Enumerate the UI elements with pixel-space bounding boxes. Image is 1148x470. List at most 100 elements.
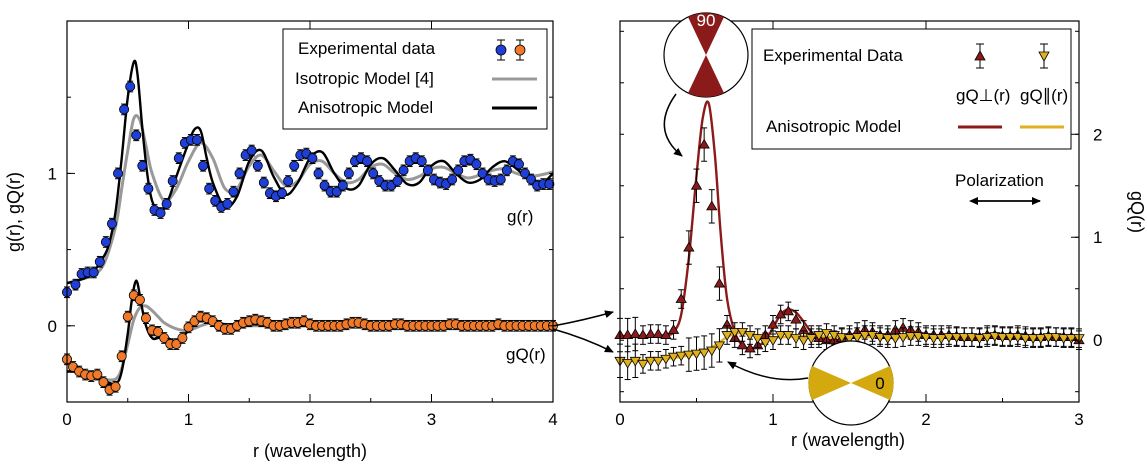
bowtie-0-left-lobe — [808, 366, 851, 400]
data-point — [782, 301, 794, 322]
data-point — [356, 152, 367, 164]
data-point — [398, 164, 409, 177]
data-point — [447, 173, 458, 186]
right-y-axis-title: gQ(r) — [1127, 191, 1147, 233]
data-point — [520, 167, 531, 180]
data-point — [1012, 327, 1024, 347]
data-point — [319, 179, 330, 192]
data-point — [690, 336, 703, 371]
data-point — [304, 318, 315, 331]
data-point — [767, 330, 779, 350]
y-tick-label: 1 — [48, 164, 57, 183]
data-point — [131, 129, 142, 142]
legend-experimental: Experimental data — [298, 39, 436, 58]
data-point — [683, 230, 695, 265]
right-chart: 0 1 2 3 0 1 2 r (wavelength) gQ(r) Experimenta… — [614, 11, 1147, 450]
data-point — [744, 338, 756, 359]
data-point — [989, 326, 1001, 346]
data-point — [774, 304, 787, 325]
bowtie-inset-90: 90 — [663, 11, 749, 98]
data-point — [159, 332, 170, 344]
data-point — [307, 152, 318, 164]
data-point — [797, 330, 810, 350]
data-point — [258, 176, 269, 189]
data-point — [667, 320, 680, 340]
data-point — [973, 328, 986, 348]
legend-perp-marker — [974, 43, 986, 69]
data-point — [210, 194, 221, 207]
data-point — [721, 325, 733, 345]
x-tick-label: 2 — [921, 410, 930, 429]
data-point — [905, 326, 917, 346]
data-point — [204, 182, 215, 195]
polarization-label: Polarization — [955, 171, 1044, 190]
data-point — [116, 350, 127, 363]
data-point — [713, 328, 726, 363]
data-point — [471, 158, 482, 171]
series-line-isotropic-0 — [66, 114, 554, 285]
legend-perp-label: gQ⊥(r) — [956, 86, 1010, 105]
bowtie-90-top-lobe — [688, 12, 724, 55]
data-point — [950, 327, 963, 347]
legend-anisotropic: Anisotropic Model — [298, 98, 433, 117]
data-point — [667, 346, 680, 367]
data-point — [177, 332, 188, 344]
data-point — [698, 127, 710, 162]
data-point — [113, 167, 124, 180]
data-point — [544, 178, 555, 190]
data-point — [513, 158, 524, 171]
data-point — [155, 207, 166, 219]
data-point — [1019, 328, 1032, 348]
x-tick-label: 0 — [615, 410, 624, 429]
x-tick-label: 0 — [62, 410, 71, 429]
bowtie-inset-0: 0 — [808, 340, 894, 426]
data-point — [222, 198, 233, 210]
data-point — [660, 348, 672, 369]
legend-par-label: gQ∥(r) — [1020, 86, 1068, 105]
legend-isotropic: Isotropic Model [4] — [295, 69, 434, 88]
data-point — [713, 266, 726, 301]
data-point — [644, 324, 657, 344]
label-gq: gQ(r) — [506, 345, 546, 364]
left-ticks: 0 1 2 3 4 0 1 — [48, 20, 558, 429]
data-point — [920, 327, 932, 347]
data-point — [337, 179, 348, 192]
data-point — [927, 328, 940, 348]
data-point — [100, 236, 111, 248]
series-line-isotropic-1 — [66, 304, 553, 382]
data-point — [652, 351, 664, 371]
data-point — [477, 167, 488, 180]
y-tick-label: 0 — [48, 317, 57, 336]
right-legend: Experimental Data gQ⊥(r) gQ∥(r) Anisotro… — [751, 28, 1072, 150]
data-point — [422, 164, 433, 177]
data-point — [767, 315, 779, 335]
data-point — [167, 175, 178, 187]
arrow-to-par — [552, 328, 614, 353]
data-point — [495, 173, 506, 186]
left-x-axis-title: r (wavelength) — [253, 441, 367, 461]
data-point — [313, 167, 324, 180]
data-point — [149, 204, 160, 216]
data-point — [1042, 327, 1055, 347]
left-y-axis-title: g(r), gQ(r) — [4, 172, 24, 252]
data-point — [343, 167, 354, 180]
data-point — [198, 159, 209, 172]
bowtie-0-angle: 0 — [875, 374, 884, 393]
data-point — [912, 326, 925, 346]
data-point — [153, 326, 164, 338]
bowtie-90-angle: 90 — [697, 11, 716, 30]
legend-par-marker — [1038, 43, 1050, 69]
data-point — [774, 325, 787, 345]
x-tick-label: 1 — [768, 410, 777, 429]
data-point — [759, 332, 772, 353]
data-point — [698, 335, 710, 370]
data-point — [416, 155, 427, 168]
data-point — [706, 189, 718, 224]
right-x-axis-title: r (wavelength) — [791, 430, 905, 450]
right-points — [614, 127, 1085, 381]
data-point — [729, 322, 741, 342]
data-point — [277, 187, 288, 200]
y-tick-label: 1 — [1093, 228, 1102, 247]
data-point — [966, 327, 978, 347]
